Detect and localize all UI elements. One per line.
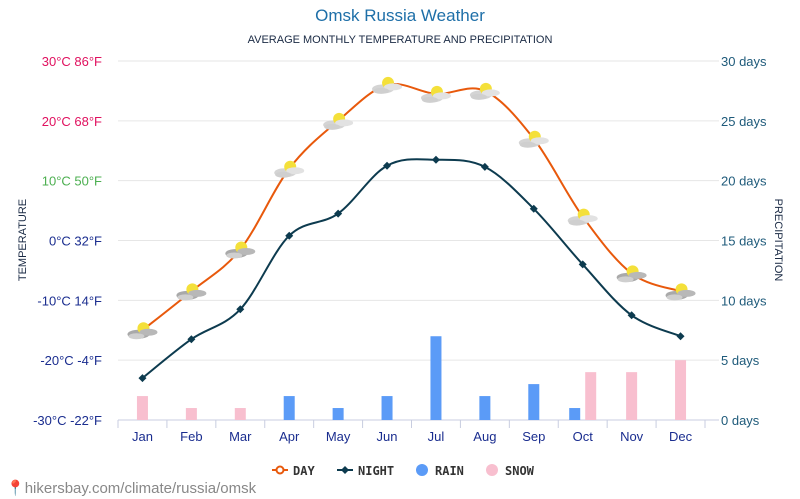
partly-cloudy-icon	[616, 265, 647, 283]
night-line	[141, 158, 681, 379]
legend-label-night: NIGHT	[358, 464, 394, 478]
snow-bar	[185, 408, 197, 420]
night-point	[578, 260, 587, 269]
x-tick-label: Oct	[573, 429, 594, 444]
chart-title: Omsk Russia Weather	[315, 6, 485, 25]
legend-label-snow: SNOW	[505, 464, 535, 478]
rain-bar	[332, 408, 344, 420]
legend-label-day: DAY	[293, 464, 315, 478]
partly-cloudy-icon	[323, 112, 354, 130]
x-tick-label: Dec	[669, 429, 693, 444]
night-point	[187, 335, 196, 344]
left-tick-label: -20°C -4°F	[40, 353, 102, 368]
left-tick-label: 20°C 68°F	[42, 114, 102, 129]
snow-bar	[675, 360, 687, 420]
rain-bar	[569, 408, 581, 420]
right-tick-label: 25 days	[721, 114, 767, 129]
left-tick-label: -30°C -22°F	[33, 413, 102, 428]
x-tick-label: May	[326, 429, 351, 444]
rain-bar	[430, 336, 442, 420]
rain-bar	[381, 396, 393, 420]
night-point	[285, 231, 294, 240]
snow-bar	[136, 396, 148, 420]
right-tick-label: 30 days	[721, 54, 767, 69]
x-tick-label: Feb	[180, 429, 202, 444]
x-tick-label: Sep	[522, 429, 545, 444]
rain-bar	[479, 396, 491, 420]
left-tick-label: 30°C 86°F	[42, 54, 102, 69]
night-point	[334, 209, 343, 218]
y-axis-label-right: PRECIPITATION	[772, 199, 784, 282]
y-axis-label-left: TEMPERATURE	[17, 199, 29, 281]
night-point	[529, 204, 538, 213]
x-tick-label: Jan	[132, 429, 153, 444]
x-tick-label: Jun	[377, 429, 398, 444]
partly-cloudy-icon	[420, 85, 451, 103]
chart-subtitle: AVERAGE MONTHLY TEMPERATURE AND PRECIPIT…	[247, 34, 553, 46]
right-tick-label: 15 days	[721, 234, 767, 249]
partly-cloudy-icon	[469, 82, 500, 100]
footer-link[interactable]: 📍hikersbay.com/climate/russia/omsk	[6, 479, 256, 497]
right-tick-label: 10 days	[721, 293, 767, 308]
right-tick-label: 5 days	[721, 353, 760, 368]
night-point	[480, 162, 489, 171]
partly-cloudy-icon	[372, 76, 403, 94]
legend-label-rain: RAIN	[435, 464, 464, 478]
partly-cloudy-icon	[127, 322, 158, 340]
partly-cloudy-icon	[225, 241, 256, 259]
rain-bar	[528, 384, 540, 420]
footer-text: hikersbay.com/climate/russia/omsk	[24, 480, 257, 497]
night-point	[383, 161, 392, 170]
x-tick-label: Mar	[229, 429, 252, 444]
legend-marker-rain	[416, 464, 428, 476]
night-point	[236, 305, 245, 314]
night-point	[676, 332, 685, 341]
x-tick-label: Aug	[473, 429, 496, 444]
partly-cloudy-icon	[665, 283, 696, 301]
partly-cloudy-icon	[567, 208, 598, 226]
x-tick-label: Apr	[279, 429, 300, 444]
legend-marker-snow	[486, 464, 498, 476]
night-point	[138, 374, 147, 383]
left-tick-label: 0°C 32°F	[49, 234, 102, 249]
partly-cloudy-icon	[518, 130, 549, 148]
partly-cloudy-icon	[274, 160, 305, 178]
night-point	[431, 155, 440, 164]
left-tick-label: -10°C 14°F	[37, 293, 102, 308]
x-tick-label: Nov	[620, 429, 644, 444]
right-tick-label: 0 days	[721, 413, 760, 428]
right-tick-label: 20 days	[721, 174, 767, 189]
snow-bar	[234, 408, 246, 420]
partly-cloudy-icon	[176, 283, 207, 301]
legend-marker	[275, 465, 285, 475]
snow-bar	[626, 372, 638, 420]
x-tick-label: Jul	[428, 429, 445, 444]
location-pin-icon: 📍	[6, 480, 25, 497]
snow-bar	[585, 372, 597, 420]
rain-bar	[283, 396, 295, 420]
night-point	[627, 311, 636, 320]
legend-marker	[341, 466, 349, 474]
left-tick-label: 10°C 50°F	[42, 174, 102, 189]
